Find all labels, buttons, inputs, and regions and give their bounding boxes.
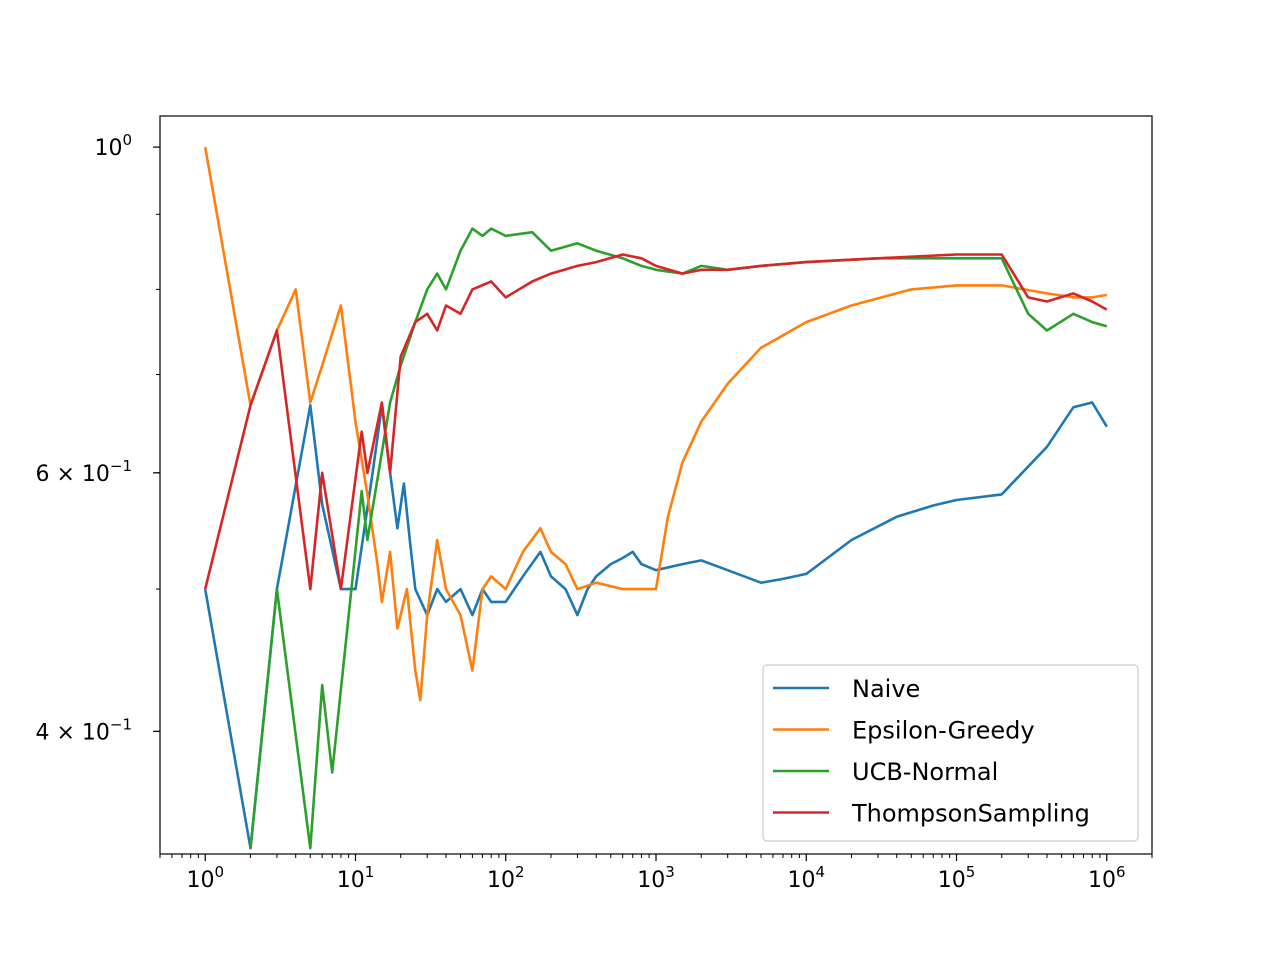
legend-label: ThompsonSampling bbox=[851, 800, 1090, 828]
x-axis: 100 101 102 103 104 105 106 bbox=[159, 854, 1153, 893]
x-tick-label: 105 bbox=[938, 863, 976, 893]
x-tick-label: 101 bbox=[337, 863, 375, 893]
legend-label: UCB-Normal bbox=[852, 758, 998, 786]
series-line-ucb-normal bbox=[249, 227, 1108, 850]
legend: Naive Epsilon-Greedy UCB-Normal ThompsonSam… bbox=[762, 664, 1139, 842]
y-tick-label: 100 bbox=[94, 131, 132, 161]
series-line-thompsonsampling bbox=[203, 253, 1108, 591]
legend-label: Epsilon-Greedy bbox=[852, 717, 1035, 745]
series-line-epsilon-greedy bbox=[203, 146, 1108, 702]
y-axis: 100 6 × 10−1 4 × 10−1 bbox=[35, 131, 160, 745]
y-tick-label: 4 × 10−1 bbox=[35, 715, 132, 745]
x-tick-label: 102 bbox=[487, 863, 525, 893]
legend-label: Naive bbox=[852, 675, 920, 703]
x-tick-label: 100 bbox=[186, 863, 224, 893]
x-tick-label: 106 bbox=[1088, 863, 1126, 893]
y-tick-label: 6 × 10−1 bbox=[35, 457, 132, 487]
x-tick-label: 103 bbox=[637, 863, 675, 893]
legend-box bbox=[762, 664, 1139, 842]
series-layer bbox=[203, 146, 1108, 850]
x-tick-label: 104 bbox=[787, 863, 825, 893]
